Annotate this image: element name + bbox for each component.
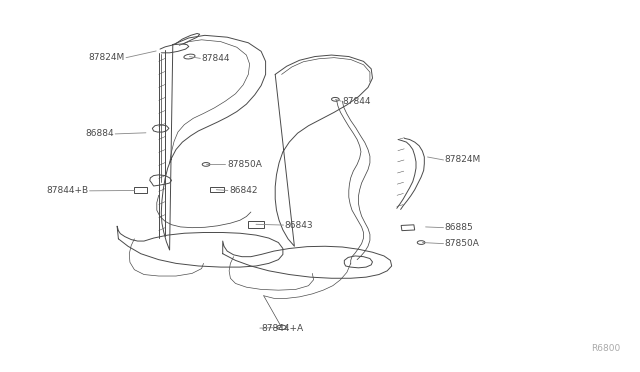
Text: 87850A: 87850A: [227, 160, 262, 169]
Bar: [210, 187, 224, 192]
Text: 87850A: 87850A: [445, 239, 479, 248]
Text: 87844: 87844: [202, 54, 230, 63]
Bar: [401, 225, 415, 231]
Text: R6800: R6800: [591, 344, 621, 353]
Bar: [248, 221, 264, 228]
Text: 86842: 86842: [229, 186, 258, 195]
Text: 87844: 87844: [342, 97, 371, 106]
Bar: [134, 187, 147, 193]
Text: 86884: 86884: [85, 129, 114, 138]
Text: 87844+B: 87844+B: [46, 186, 88, 195]
Text: 87824M: 87824M: [445, 155, 481, 164]
Text: 86885: 86885: [445, 223, 474, 232]
Text: 87844+A: 87844+A: [261, 324, 303, 333]
Text: 86843: 86843: [285, 221, 314, 230]
Text: 87824M: 87824M: [88, 53, 125, 62]
